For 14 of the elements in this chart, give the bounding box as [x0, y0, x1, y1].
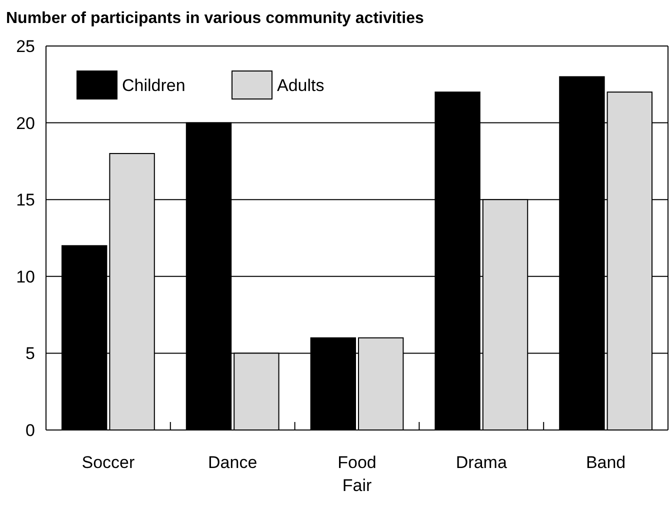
- y-tick-label: 25: [16, 36, 35, 56]
- x-tick-label: Soccer: [82, 453, 135, 472]
- legend-label: Adults: [277, 76, 324, 95]
- y-tick-label: 5: [26, 344, 35, 364]
- x-tick-label: Dance: [208, 453, 258, 472]
- chart-title: Number of participants in various community activities: [6, 10, 424, 27]
- y-tick-label: 15: [16, 190, 35, 210]
- y-tick-label: 0: [26, 420, 35, 440]
- x-tick-label: Band: [586, 453, 626, 472]
- y-tick-label: 20: [16, 114, 35, 133]
- legend-label: Children: [122, 76, 186, 95]
- y-tick-label: 10: [16, 267, 35, 286]
- x-tick-label: Drama: [456, 453, 508, 472]
- x-tick-label: Food Fair: [338, 453, 376, 495]
